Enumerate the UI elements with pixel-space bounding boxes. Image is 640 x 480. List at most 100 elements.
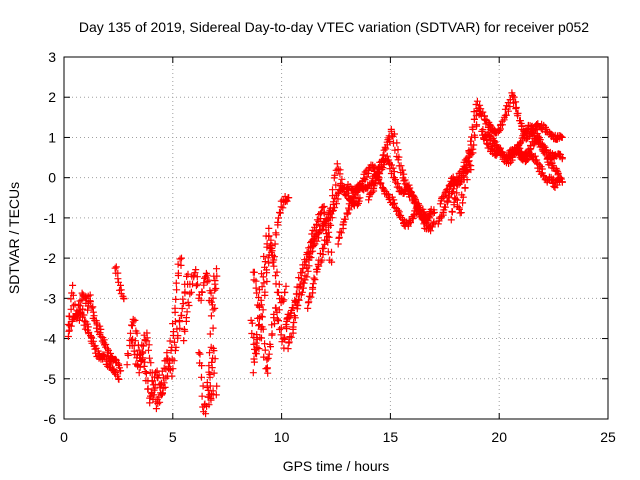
data-point	[304, 299, 312, 307]
y-tick-label: -1	[44, 210, 57, 226]
data-point	[158, 391, 166, 399]
data-point	[211, 304, 219, 312]
data-point	[304, 304, 312, 312]
data-point	[128, 337, 135, 345]
data-point	[158, 379, 165, 387]
data-point	[311, 276, 319, 284]
data-point	[265, 224, 273, 232]
data-point	[255, 302, 263, 310]
data-point	[207, 343, 215, 351]
data-point	[284, 194, 292, 202]
data-point	[281, 334, 289, 342]
data-point	[259, 306, 267, 314]
data-point	[311, 232, 319, 240]
data-point	[321, 217, 329, 225]
data-point	[147, 359, 155, 367]
data-point	[453, 189, 461, 197]
data-point	[276, 209, 283, 216]
data-point	[252, 339, 260, 347]
data-point	[79, 305, 87, 313]
data-point	[187, 288, 195, 296]
data-point	[270, 262, 278, 270]
data-point	[274, 218, 282, 226]
x-axis-label: GPS time / hours	[283, 458, 390, 474]
data-point	[443, 186, 451, 194]
data-point	[468, 133, 476, 141]
data-point	[527, 142, 534, 149]
data-point	[146, 354, 153, 362]
data-point	[284, 345, 292, 353]
y-tick-label: -3	[44, 290, 57, 306]
data-point	[148, 377, 156, 385]
data-point	[139, 342, 147, 350]
data-point	[496, 127, 504, 134]
data-point	[394, 146, 402, 154]
data-point	[178, 305, 186, 312]
data-point	[334, 166, 342, 174]
data-point	[84, 326, 92, 334]
data-point	[406, 184, 414, 192]
data-point	[550, 182, 558, 190]
data-point	[503, 102, 511, 110]
data-point	[337, 229, 345, 237]
data-point	[298, 288, 306, 296]
data-point	[508, 89, 516, 97]
data-point	[67, 305, 75, 313]
data-point	[96, 322, 104, 330]
data-point	[136, 354, 144, 362]
data-point	[250, 355, 258, 363]
data-point	[468, 123, 476, 131]
data-point	[275, 289, 282, 296]
data-point	[447, 216, 455, 224]
data-point	[558, 133, 566, 141]
data-point	[461, 184, 469, 192]
data-point	[143, 329, 151, 337]
data-point	[363, 173, 371, 181]
data-point	[407, 188, 415, 196]
data-point	[203, 379, 211, 386]
data-point	[516, 144, 524, 152]
data-point	[277, 331, 285, 339]
data-point	[76, 297, 84, 305]
data-point	[179, 295, 187, 303]
data-point	[393, 139, 401, 147]
x-tick-label: 25	[600, 429, 616, 445]
data-point	[65, 327, 73, 335]
data-point	[194, 280, 201, 288]
data-point	[198, 288, 206, 296]
data-point	[258, 270, 265, 278]
data-point	[269, 251, 277, 259]
data-point	[213, 382, 221, 390]
data-point	[446, 181, 454, 189]
data-point	[345, 206, 353, 214]
x-tick-label: 10	[274, 429, 290, 445]
data-point	[123, 361, 131, 369]
data-point	[273, 268, 281, 276]
data-point	[390, 168, 398, 176]
data-point	[150, 391, 158, 399]
data-point	[149, 381, 157, 389]
data-point	[448, 208, 456, 215]
data-point	[258, 334, 265, 342]
data-point	[276, 326, 284, 333]
data-point	[201, 400, 209, 408]
data-point	[310, 274, 318, 282]
data-point	[437, 197, 445, 205]
data-point	[388, 161, 395, 169]
data-point	[249, 369, 257, 377]
data-point	[192, 266, 200, 274]
data-point	[536, 161, 543, 169]
data-point	[297, 275, 305, 283]
data-point	[171, 338, 178, 346]
data-point	[79, 313, 86, 321]
data-point	[107, 350, 114, 357]
data-point	[467, 166, 475, 174]
data-point	[133, 329, 141, 337]
data-point	[265, 350, 273, 358]
data-point	[441, 203, 449, 211]
data-point	[287, 333, 295, 341]
data-point	[271, 240, 279, 248]
data-point	[261, 346, 269, 354]
data-point	[307, 293, 315, 301]
